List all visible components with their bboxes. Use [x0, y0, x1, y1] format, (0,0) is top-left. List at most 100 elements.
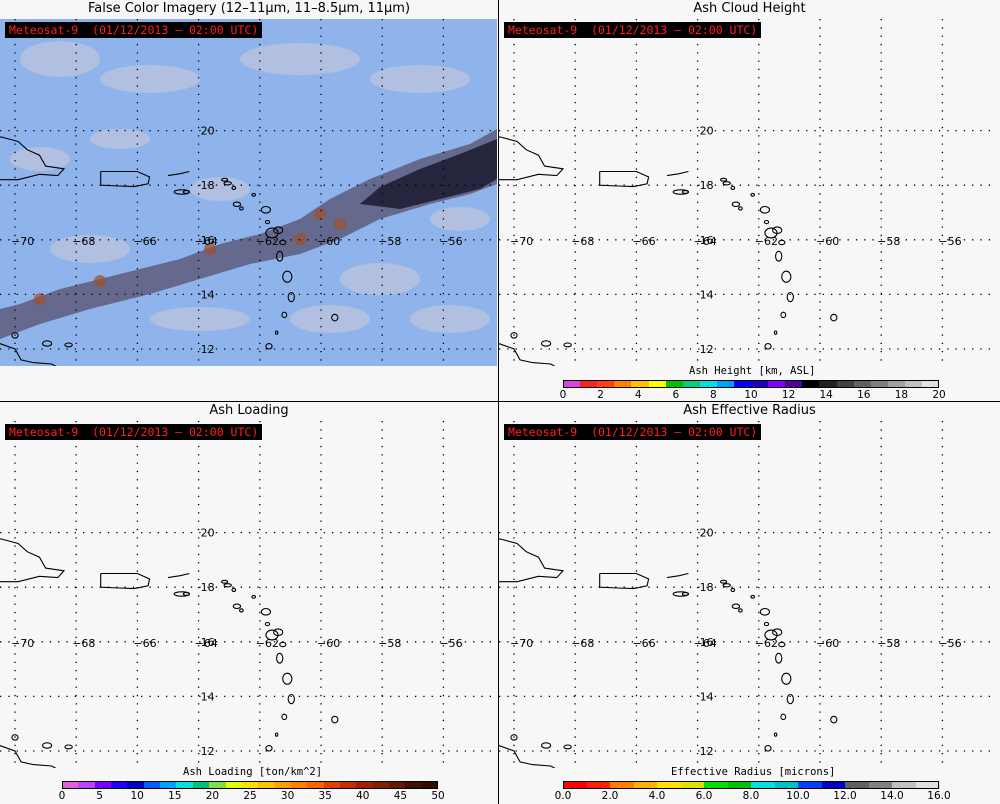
colorbar-tick-label: 0 — [559, 389, 567, 401]
longitude-label: −64 — [694, 637, 717, 650]
longitude-label: −56 — [439, 235, 462, 248]
island — [778, 641, 786, 648]
cloud-patch — [430, 207, 490, 231]
colorbar-segment — [563, 380, 581, 388]
island — [510, 734, 518, 741]
island — [759, 607, 771, 616]
longitude-label: −66 — [632, 235, 655, 248]
ash-radius-colorbar: Effective Radius [microns] 0.0 2.0 4.0 6.0 8… — [555, 766, 951, 803]
colorbar-segment — [610, 781, 634, 789]
latitude-label: 14 — [201, 690, 215, 703]
colorbar-frame — [62, 781, 438, 789]
colorbar-tick-label: 16 — [857, 389, 871, 401]
ash-hotspot — [34, 293, 46, 305]
longitude-label: −70 — [11, 235, 34, 248]
island — [764, 343, 772, 350]
island — [759, 205, 771, 214]
island — [750, 594, 756, 599]
latitude-label: 12 — [201, 745, 215, 758]
colorbar-segment — [62, 781, 79, 789]
island — [182, 592, 191, 596]
colorbar-title: Ash Height [km, ASL] — [689, 365, 816, 377]
island — [220, 177, 229, 182]
colorbar-segment — [356, 781, 374, 789]
colorbar-segment — [665, 380, 684, 388]
colorbar-tick-label: 0 — [58, 790, 66, 802]
coastlines — [0, 136, 339, 366]
longitude-label: −58 — [877, 637, 900, 650]
colorbar-segment — [143, 781, 161, 789]
latitude-label: 12 — [201, 343, 215, 356]
longitude-label: −62 — [755, 637, 778, 650]
colorbar-segment — [802, 380, 820, 388]
colorbar-segment — [339, 781, 357, 789]
latitude-label: 18 — [700, 581, 714, 594]
cloud-patch — [20, 41, 100, 77]
coastline — [167, 170, 190, 177]
island — [722, 181, 731, 186]
latitude-label: 18 — [201, 179, 215, 192]
graticule — [0, 421, 497, 768]
island — [11, 332, 19, 339]
island — [681, 190, 690, 194]
island — [260, 205, 272, 214]
coastline — [599, 170, 650, 188]
island — [182, 190, 191, 194]
island — [265, 343, 273, 350]
colorbar-segment — [111, 781, 128, 789]
ash-height-panel: Ash Cloud Height Meteosat-9 (01/12/2013 … — [499, 0, 1000, 401]
colorbar-tick-label: 15 — [168, 790, 182, 802]
coastline — [167, 572, 190, 579]
colorbar-tick-label: 10 — [744, 389, 758, 401]
latitude-label: 18 — [700, 179, 714, 192]
island — [274, 732, 279, 737]
cloud-patch — [190, 177, 250, 201]
cloud-patch — [340, 263, 420, 295]
colorbar-tick-label: 12 — [781, 389, 796, 401]
island — [719, 177, 728, 182]
island — [830, 715, 838, 724]
island — [540, 340, 552, 347]
colorbar-segment — [699, 380, 718, 388]
coastline — [499, 136, 565, 181]
island — [41, 742, 53, 749]
longitude-label: −68 — [571, 235, 594, 248]
island — [731, 201, 741, 208]
satellite-time-label: Meteosat-9 (01/12/2013 – 02:00 UTC) — [5, 424, 263, 440]
colorbar-segment — [127, 781, 145, 789]
graticule — [499, 421, 996, 768]
colorbar-segment — [176, 781, 194, 789]
longitude-label: −70 — [510, 637, 533, 650]
island — [287, 693, 295, 705]
cloud-patch — [290, 305, 370, 333]
longitude-label: −70 — [510, 235, 533, 248]
colorbar-segment — [915, 781, 940, 789]
longitude-label: −68 — [571, 637, 594, 650]
island — [773, 330, 778, 335]
colorbar-segment — [657, 781, 681, 789]
ash-hotspot — [294, 233, 306, 245]
colorbar-segment — [751, 781, 775, 789]
colorbar-tick-label: 20 — [205, 790, 220, 802]
colorbar-segment — [836, 380, 855, 388]
satellite-time-label: Meteosat-9 (01/12/2013 – 02:00 UTC) — [504, 22, 762, 38]
colorbar-segment — [389, 781, 406, 789]
coastlines — [499, 538, 838, 768]
colorbar-title: Ash Loading [ton/km^2] — [183, 766, 323, 778]
island — [232, 603, 242, 610]
island — [778, 239, 786, 246]
panel-divider-horizontal — [0, 401, 1000, 402]
colorbar-tick-label: 30 — [280, 790, 295, 802]
island — [772, 628, 783, 637]
ash-hotspot — [94, 275, 106, 287]
coastline — [666, 170, 689, 177]
cloud-patch — [90, 129, 150, 149]
island — [563, 744, 572, 750]
island — [681, 592, 690, 596]
longitude-label: −60 — [317, 235, 340, 248]
island — [763, 621, 770, 627]
island — [231, 587, 237, 593]
latitude-label: 20 — [700, 125, 714, 138]
colorbar-segment — [819, 380, 837, 388]
ash-height-map: 12 14 16 18 20 −70 −68 −66 −64 −62 −60 −58 −56 — [499, 19, 996, 366]
